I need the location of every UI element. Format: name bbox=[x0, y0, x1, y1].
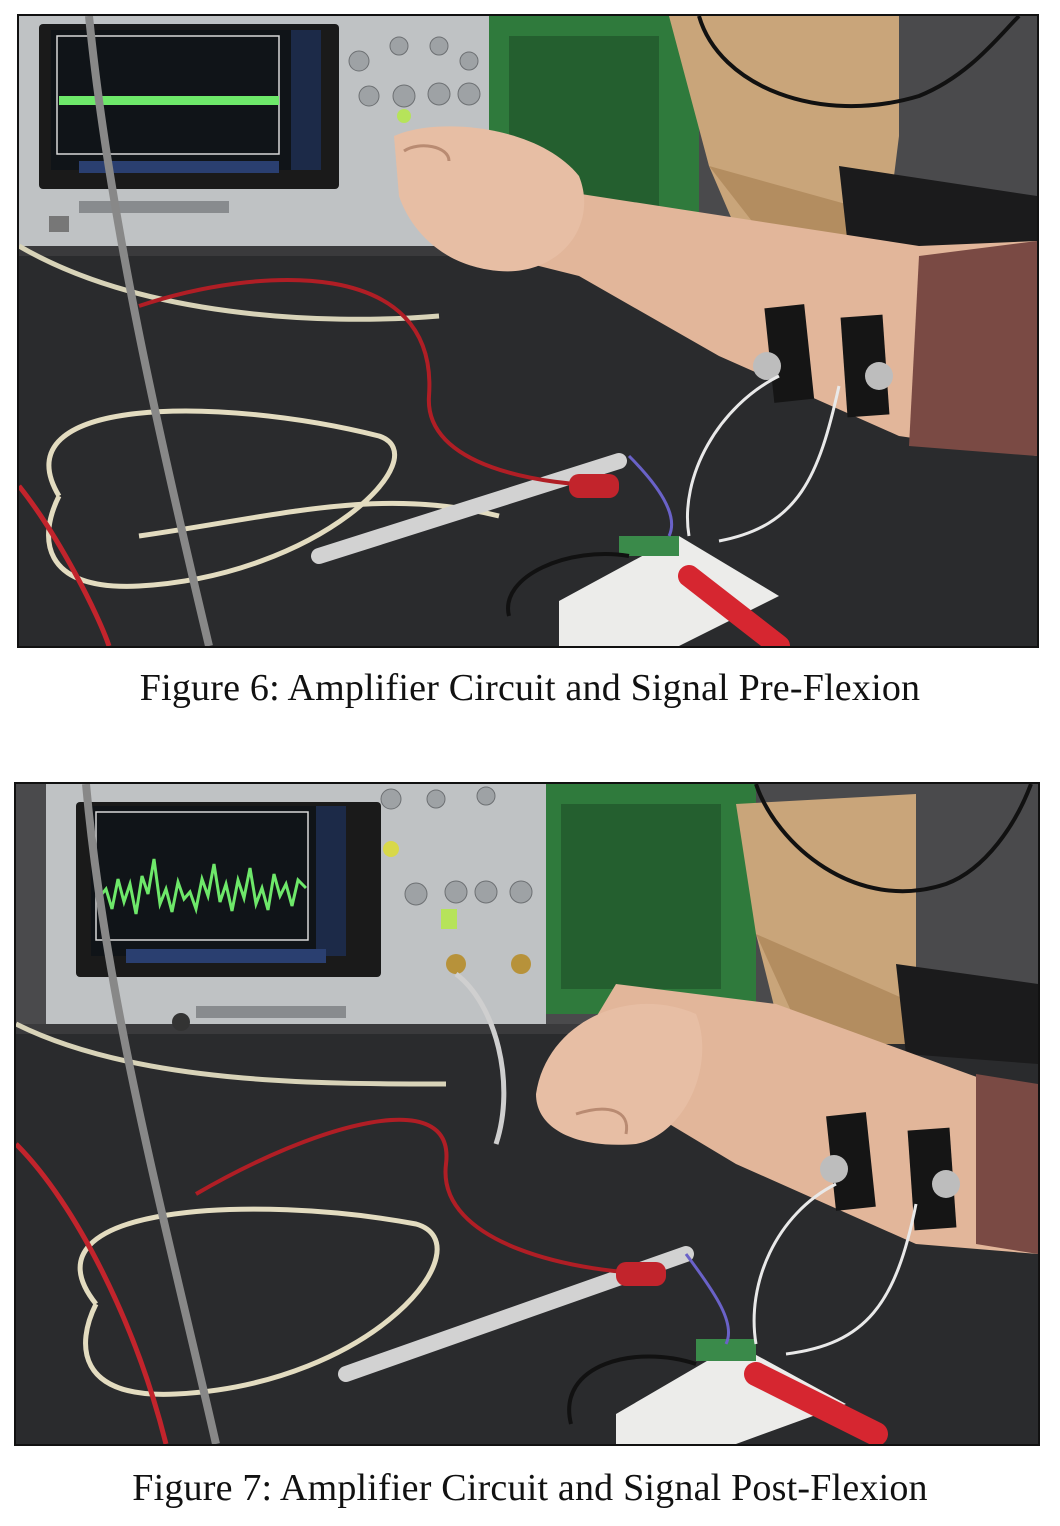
signal-trace-flat bbox=[59, 96, 279, 105]
figure-6-photo bbox=[17, 14, 1039, 648]
figure-7-caption: Figure 7: Amplifier Circuit and Signal P… bbox=[132, 1467, 928, 1509]
figure-6: Figure 6: Amplifier Circuit and Signal P… bbox=[0, 0, 1060, 720]
oscilloscope bbox=[46, 784, 546, 1031]
breadboard bbox=[616, 1344, 846, 1444]
sleeve bbox=[909, 241, 1037, 456]
oscilloscope-screen bbox=[91, 806, 321, 956]
figure-7-photo bbox=[14, 782, 1040, 1446]
breadboard bbox=[559, 536, 779, 646]
electrodes bbox=[820, 1112, 960, 1231]
figure-6-caption: Figure 6: Amplifier Circuit and Signal P… bbox=[139, 667, 921, 709]
sleeve bbox=[976, 1074, 1038, 1254]
signal-trace-emg bbox=[96, 858, 308, 915]
